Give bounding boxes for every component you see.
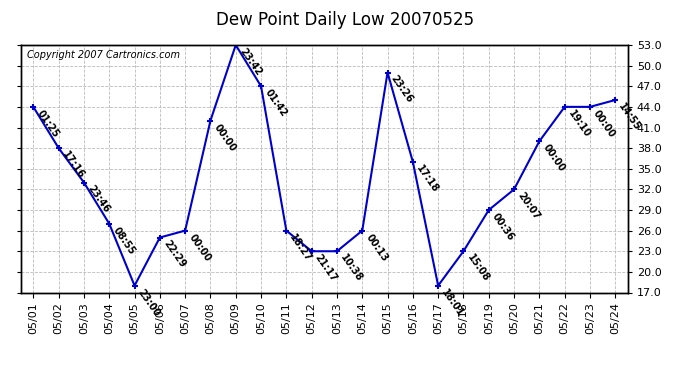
Text: 23:46: 23:46 — [86, 184, 111, 215]
Text: 20:07: 20:07 — [515, 191, 542, 222]
Text: 17:16: 17:16 — [60, 150, 86, 181]
Text: 00:00: 00:00 — [541, 142, 566, 174]
Text: 00:00: 00:00 — [186, 232, 213, 263]
Text: 23:42: 23:42 — [237, 46, 263, 78]
Text: 00:00: 00:00 — [591, 108, 618, 140]
Text: 17:18: 17:18 — [414, 163, 440, 195]
Text: 19:10: 19:10 — [566, 108, 592, 140]
Text: 23:26: 23:26 — [389, 74, 415, 105]
Text: 18:27: 18:27 — [288, 232, 314, 263]
Text: 01:25: 01:25 — [34, 108, 61, 140]
Text: 23:00: 23:00 — [136, 287, 162, 318]
Text: 10:38: 10:38 — [338, 253, 364, 284]
Text: 00:13: 00:13 — [364, 232, 390, 263]
Text: 00:00: 00:00 — [212, 122, 238, 153]
Text: 15:08: 15:08 — [465, 253, 491, 284]
Text: Dew Point Daily Low 20070525: Dew Point Daily Low 20070525 — [216, 11, 474, 29]
Text: 00:36: 00:36 — [490, 211, 516, 243]
Text: 21:17: 21:17 — [313, 253, 339, 284]
Text: 18:01: 18:01 — [440, 287, 466, 318]
Text: Copyright 2007 Cartronics.com: Copyright 2007 Cartronics.com — [27, 50, 180, 60]
Text: 14:55: 14:55 — [617, 101, 642, 132]
Text: 08:55: 08:55 — [110, 225, 137, 256]
Text: 01:42: 01:42 — [262, 88, 288, 119]
Text: 22:29: 22:29 — [161, 239, 187, 270]
